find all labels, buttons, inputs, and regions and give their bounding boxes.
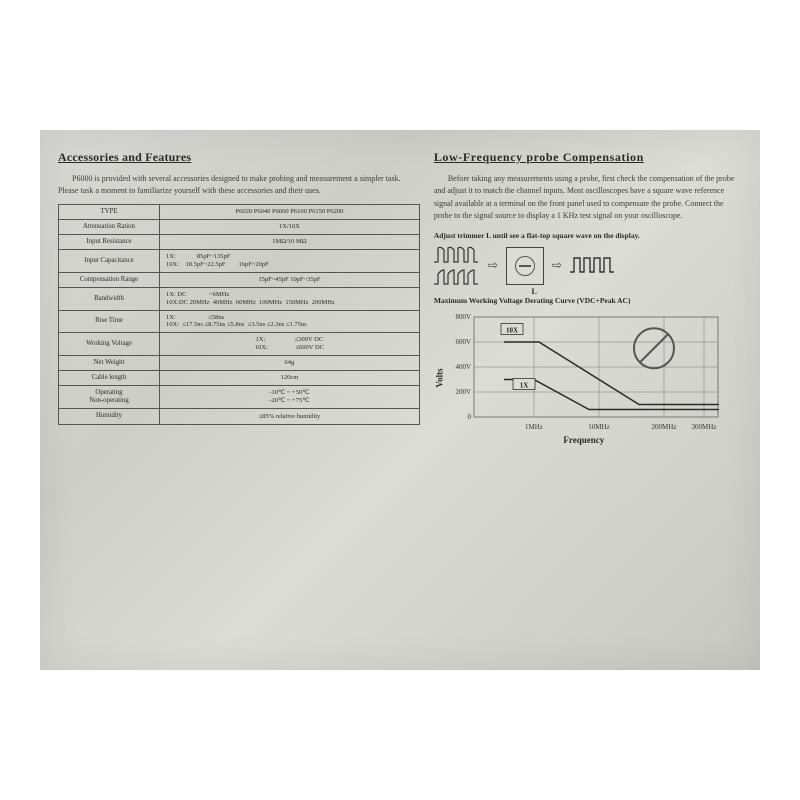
spec-nw-label: Net Weight: [59, 355, 160, 370]
right-column: Low-Frequency probe Compensation Before …: [434, 150, 742, 652]
wave-undercomp-icon: [434, 268, 480, 286]
chart-y-label: Volts: [434, 368, 444, 387]
derating-chart: Volts 0200V400V600V800V1MHz10MHz200MHz30…: [444, 311, 724, 446]
spec-atten-label: Attenuation Ration: [59, 219, 160, 234]
datasheet-paper: Accessories and Features P6000 is provid…: [40, 130, 760, 670]
chart-caption: Maximum Working Voltage Derating Curve (…: [434, 296, 742, 305]
compensation-paragraph: Before taking any measurements using a p…: [434, 173, 742, 223]
spec-incap-label: Input Capacitance: [59, 250, 160, 273]
spec-wv-val: 1X: ≤300V DC 10X: ≤600V DC: [160, 333, 420, 356]
trimmer-box-icon: L: [506, 247, 544, 285]
spec-comp-val: 15pF~45pF 10pF~35pF: [160, 272, 420, 287]
spec-type-header: TYPE: [59, 204, 160, 219]
svg-text:0: 0: [467, 413, 471, 421]
spec-op-label: Operating Non-operating: [59, 386, 160, 409]
spec-cl-val: 120cm: [160, 370, 420, 385]
svg-text:800V: 800V: [455, 313, 471, 321]
left-column: Accessories and Features P6000 is provid…: [58, 150, 420, 652]
wave-compensated-icon: [570, 256, 626, 276]
svg-text:200MHz: 200MHz: [651, 423, 676, 431]
svg-text:1X: 1X: [520, 381, 529, 389]
spec-bw-label: Bandwidth: [59, 288, 160, 311]
chart-x-label: Frequency: [444, 435, 724, 445]
spec-wv-label: Working Voltage: [59, 333, 160, 356]
spec-models: P6020 P6040 P6060 P6100 P6150 P6200: [160, 204, 420, 219]
svg-text:400V: 400V: [455, 363, 471, 371]
trimmer-label: L: [532, 287, 537, 296]
svg-text:10MHz: 10MHz: [588, 423, 609, 431]
svg-text:600V: 600V: [455, 338, 471, 346]
spec-comp-label: Compensation Range: [59, 272, 160, 287]
adjust-caption: Adjust trimmer L until see a flat-top sq…: [434, 231, 742, 240]
spec-inres-label: Input Resistance: [59, 235, 160, 250]
compensation-heading: Low-Frequency probe Compensation: [434, 150, 742, 165]
svg-text:10X: 10X: [506, 326, 518, 334]
spec-rise-val: 1X: ≤58ns 10X: ≤17.5ns ≤8.75ns ≤5.8ns ≤3…: [160, 310, 420, 333]
arrow-right-icon: ⇨: [488, 258, 498, 273]
spec-hum-val: ≤85% relative humidity: [160, 409, 420, 424]
spec-op-val: -10℃ ~ +50℃ -20℃ ~ +75℃: [160, 386, 420, 409]
spec-incap-val: 1X: 85pF~135pF 10X: 18.5pF~22.5pF 16pF~2…: [160, 250, 420, 273]
spec-table: TYPE P6020 P6040 P6060 P6100 P6150 P6200…: [58, 204, 420, 425]
spec-atten-val: 1X/10X: [160, 219, 420, 234]
arrow-right-icon-2: ⇨: [552, 258, 562, 273]
spec-cl-label: Cable length: [59, 370, 160, 385]
svg-text:1MHz: 1MHz: [525, 423, 543, 431]
wave-inputs: [434, 246, 480, 286]
spec-bw-val: 1X: DC ~6MHz 10X:DC 20MHz 40MHz 60MHz 10…: [160, 288, 420, 311]
spec-rise-label: Rise Time: [59, 310, 160, 333]
spec-hum-label: Humidity: [59, 409, 160, 424]
svg-text:300MHz: 300MHz: [691, 423, 716, 431]
spec-inres-val: 1MΩ/10 MΩ: [160, 235, 420, 250]
svg-text:200V: 200V: [455, 388, 471, 396]
derating-chart-svg: 0 200V 400V 600V 800V 1MHz 10MHz 200MHz 300MHz 10…: [444, 311, 724, 431]
accessories-heading: Accessories and Features: [58, 150, 420, 165]
accessories-paragraph: P6000 is provided with several accessori…: [58, 173, 420, 198]
spec-nw-val: 64g: [160, 355, 420, 370]
wave-overcomp-icon: [434, 246, 480, 264]
waveform-diagram: ⇨ L ⇨: [434, 246, 742, 286]
